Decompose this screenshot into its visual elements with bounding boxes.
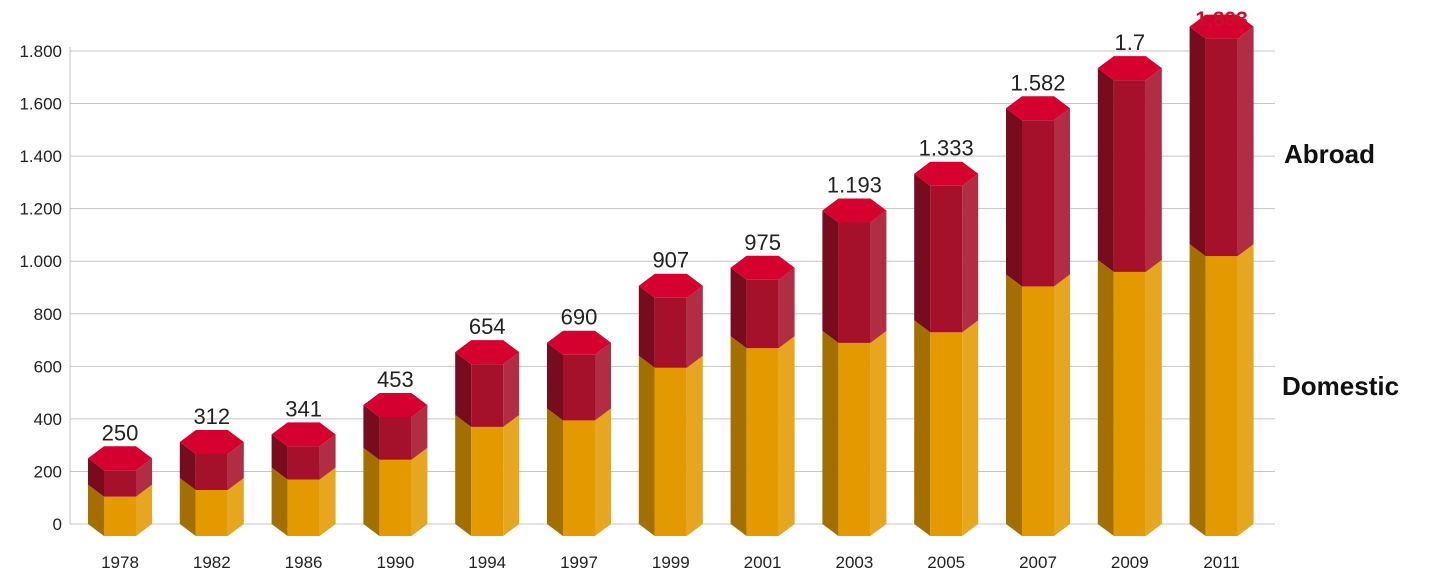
bar-1999 — [638, 273, 703, 536]
total-label: 975 — [744, 230, 781, 255]
bar-2009 — [1097, 56, 1162, 536]
x-axis: 1978 1982 1986 1990 1994 1997 1999 2001 2003 2005… — [101, 553, 1240, 572]
x-tick-label: 1986 — [285, 553, 323, 572]
y-tick-label: 800 — [34, 305, 62, 324]
y-axis: 0 200 400 600 800 1.000 1.200 1.400 1.600 1.800 — [19, 42, 71, 534]
bar-segment-abroad — [363, 393, 428, 460]
bar-segment-abroad — [822, 198, 887, 343]
x-tick-label: 2011 — [1203, 553, 1240, 572]
bar-segment-abroad — [1189, 14, 1254, 257]
x-tick-label: 1990 — [376, 553, 414, 572]
total-label: 907 — [652, 248, 689, 273]
bar-1986 — [271, 422, 336, 536]
bar-1997 — [547, 330, 611, 536]
total-label: 654 — [469, 314, 506, 339]
bar-segment-domestic — [547, 408, 611, 536]
bar-segment-abroad — [730, 255, 795, 349]
bar-segment-domestic — [638, 355, 703, 536]
x-tick-label: 2009 — [1111, 553, 1149, 572]
bar-segment-abroad — [455, 340, 520, 427]
bar-segment-domestic — [1189, 244, 1254, 536]
bar-segment-abroad — [179, 430, 244, 490]
x-tick-label: 1994 — [468, 553, 506, 572]
x-tick-label: 2005 — [927, 553, 965, 572]
y-tick-label: 1.400 — [19, 147, 62, 166]
y-tick-label: 600 — [34, 357, 62, 376]
total-label: 1.7 — [1115, 30, 1146, 55]
total-label: 690 — [561, 305, 598, 330]
y-tick-label: 1.600 — [19, 95, 62, 114]
bar-segment-domestic — [822, 330, 887, 536]
bar-segment-abroad — [914, 161, 979, 333]
bar-2007 — [1006, 96, 1070, 536]
y-tick-label: 0 — [53, 515, 62, 534]
bar-segment-domestic — [914, 320, 979, 536]
bar-segment-abroad — [88, 446, 152, 497]
y-tick-label: 200 — [34, 462, 62, 481]
x-tick-label: 1999 — [652, 553, 690, 572]
bar-1990 — [363, 393, 428, 536]
bar-2001 — [730, 255, 795, 536]
total-label: 453 — [377, 367, 414, 392]
total-label: 1.582 — [1010, 70, 1065, 95]
x-tick-label: 2003 — [835, 553, 873, 572]
total-label: 1.333 — [919, 136, 974, 161]
y-tick-label: 1.800 — [19, 42, 62, 61]
bar-segment-abroad — [271, 422, 336, 480]
legend-abroad: Abroad — [1284, 139, 1375, 169]
bar-1982 — [179, 430, 244, 536]
y-tick-label: 1.200 — [19, 200, 62, 219]
x-tick-label: 2007 — [1019, 553, 1057, 572]
x-tick-label: 1978 — [101, 553, 139, 572]
bar-segment-abroad — [547, 330, 611, 421]
x-tick-label: 2001 — [744, 553, 782, 572]
bar-segment-domestic — [455, 414, 520, 536]
bar-segment-domestic — [1097, 259, 1162, 536]
total-label: 312 — [193, 404, 230, 429]
bar-segment-domestic — [730, 336, 795, 536]
legend-domestic: Domestic — [1282, 371, 1399, 401]
total-label: 250 — [102, 420, 139, 445]
bar-2011 — [1189, 14, 1254, 536]
x-tick-label: 1997 — [560, 553, 598, 572]
bar-segment-abroad — [1006, 96, 1070, 287]
bar-2003 — [822, 198, 887, 536]
y-tick-label: 400 — [34, 410, 62, 429]
bar-2005 — [914, 161, 979, 536]
bar-segment-domestic — [363, 447, 428, 536]
total-label: 1,893 — [1195, 8, 1248, 31]
bar-1994 — [455, 340, 520, 536]
x-tick-label: 1982 — [193, 553, 231, 572]
bars — [88, 14, 1254, 536]
bar-segment-abroad — [638, 273, 703, 368]
bar-1978 — [88, 446, 152, 536]
total-label: 341 — [285, 396, 322, 421]
total-label: 1.193 — [827, 173, 882, 198]
bar-segment-domestic — [1006, 274, 1070, 536]
y-tick-label: 1.000 — [19, 252, 62, 271]
bar-segment-domestic — [179, 478, 244, 536]
data-labels: 250 312 341 453 654 690 907 975 1.193 1.333 1.582 1… — [102, 8, 1248, 445]
bar-segment-abroad — [1097, 56, 1162, 272]
